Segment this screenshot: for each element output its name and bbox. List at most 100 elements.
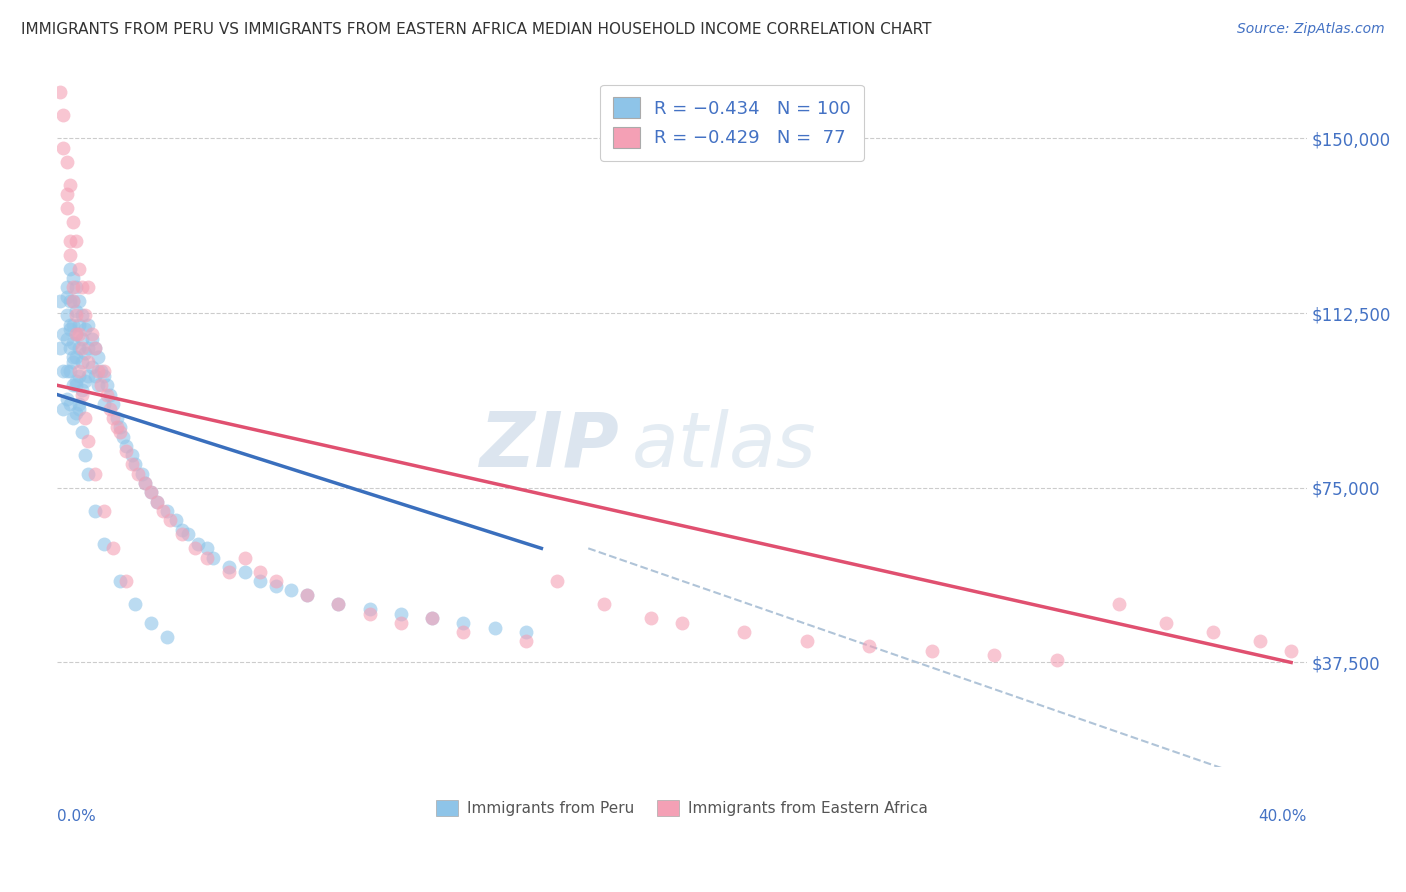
Point: [389, 615, 412, 630]
Point: [83, 467, 105, 481]
Point: [115, 443, 138, 458]
Point: [155, 504, 177, 518]
Point: [108, 425, 131, 439]
Point: [65, 326, 87, 341]
Point: [172, 523, 194, 537]
Point: [389, 607, 412, 621]
Point: [77, 434, 100, 449]
Point: [295, 588, 318, 602]
Point: [103, 397, 125, 411]
Text: 40.0%: 40.0%: [1258, 809, 1306, 824]
Point: [233, 565, 256, 579]
Point: [67, 261, 90, 276]
Point: [62, 378, 84, 392]
Text: IMMIGRANTS FROM PERU VS IMMIGRANTS FROM EASTERN AFRICA MEDIAN HOUSEHOLD INCOME C: IMMIGRANTS FROM PERU VS IMMIGRANTS FROM …: [21, 22, 932, 37]
Point: [75, 448, 97, 462]
Point: [98, 401, 121, 416]
Point: [49, 85, 72, 99]
Point: [55, 201, 77, 215]
Point: [108, 574, 131, 588]
Point: [172, 527, 194, 541]
Point: [111, 429, 134, 443]
Point: [55, 309, 77, 323]
Point: [59, 178, 82, 192]
Point: [187, 536, 209, 550]
Point: [546, 574, 568, 588]
Point: [67, 401, 90, 416]
Text: ZIP: ZIP: [479, 409, 620, 483]
Point: [134, 476, 156, 491]
Point: [65, 280, 87, 294]
Point: [328, 597, 350, 611]
Point: [65, 326, 87, 341]
Point: [484, 620, 506, 634]
Point: [65, 374, 87, 388]
Point: [165, 513, 187, 527]
Point: [87, 351, 110, 365]
Point: [115, 439, 138, 453]
Point: [55, 154, 77, 169]
Point: [159, 513, 181, 527]
Point: [59, 322, 82, 336]
Point: [62, 280, 84, 294]
Point: [83, 341, 105, 355]
Text: atlas: atlas: [631, 409, 817, 483]
Point: [264, 578, 287, 592]
Point: [67, 397, 90, 411]
Point: [55, 332, 77, 346]
Point: [59, 294, 82, 309]
Point: [75, 374, 97, 388]
Point: [359, 607, 381, 621]
Point: [105, 410, 128, 425]
Point: [62, 215, 84, 229]
Point: [233, 550, 256, 565]
Text: 0.0%: 0.0%: [58, 809, 96, 824]
Point: [59, 318, 82, 332]
Point: [328, 597, 350, 611]
Point: [59, 341, 82, 355]
Point: [359, 602, 381, 616]
Point: [65, 378, 87, 392]
Point: [59, 261, 82, 276]
Point: [515, 634, 537, 648]
Point: [796, 634, 818, 648]
Point: [77, 318, 100, 332]
Point: [83, 368, 105, 383]
Point: [264, 574, 287, 588]
Point: [65, 303, 87, 318]
Point: [52, 364, 75, 378]
Point: [218, 565, 240, 579]
Point: [858, 639, 880, 653]
Point: [103, 410, 125, 425]
Point: [1279, 644, 1302, 658]
Point: [62, 318, 84, 332]
Point: [49, 341, 72, 355]
Point: [62, 336, 84, 351]
Point: [52, 108, 75, 122]
Point: [90, 364, 112, 378]
Point: [80, 332, 103, 346]
Point: [70, 309, 93, 323]
Point: [733, 625, 755, 640]
Point: [183, 541, 205, 556]
Point: [96, 378, 118, 392]
Point: [77, 368, 100, 383]
Point: [249, 565, 271, 579]
Point: [1154, 615, 1177, 630]
Point: [70, 280, 93, 294]
Point: [83, 504, 105, 518]
Point: [75, 322, 97, 336]
Point: [70, 332, 93, 346]
Point: [127, 467, 149, 481]
Point: [105, 420, 128, 434]
Point: [55, 280, 77, 294]
Point: [59, 234, 82, 248]
Text: Source: ZipAtlas.com: Source: ZipAtlas.com: [1237, 22, 1385, 37]
Point: [62, 271, 84, 285]
Point: [75, 345, 97, 359]
Point: [55, 392, 77, 407]
Point: [177, 527, 200, 541]
Point: [155, 630, 177, 644]
Point: [1046, 653, 1069, 667]
Point: [77, 355, 100, 369]
